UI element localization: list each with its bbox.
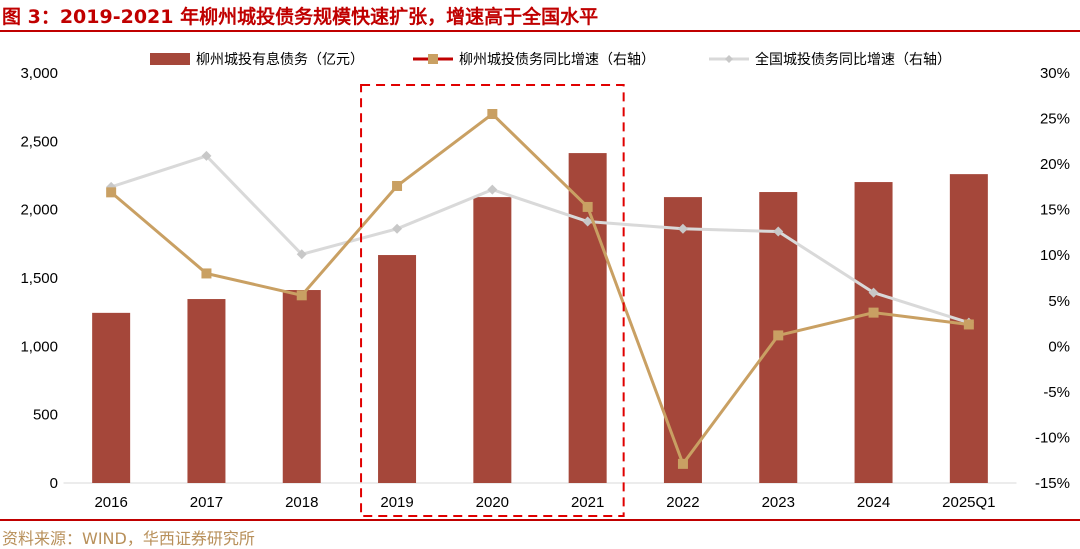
legend-swatch-bar: [150, 53, 190, 65]
data-point: [773, 226, 784, 237]
right-tick-label: 10%: [1040, 247, 1070, 264]
data-point: [868, 287, 879, 298]
source-note: 资料来源：WIND，华西证券研究所: [2, 529, 255, 548]
legend-swatch-marker: [428, 54, 438, 64]
right-tick-label: -10%: [1035, 429, 1070, 446]
right-tick-label: 15%: [1040, 202, 1070, 219]
data-point: [582, 201, 593, 212]
data-point: [296, 290, 307, 301]
bar: [854, 182, 893, 483]
x-tick-label: 2016: [94, 494, 127, 511]
x-tick-label: 2024: [857, 494, 890, 511]
bar: [378, 255, 417, 483]
data-point: [677, 223, 688, 234]
data-point: [201, 150, 212, 161]
x-tick-label: 2025Q1: [942, 494, 995, 511]
bar: [663, 197, 702, 484]
data-point: [487, 109, 498, 119]
series-line: [110, 154, 970, 325]
series-line: [110, 112, 970, 467]
right-tick-label: 20%: [1040, 156, 1070, 173]
left-tick-label: 2,000: [20, 202, 58, 219]
left-tick-label: 0: [50, 475, 58, 492]
x-tick-label: 2022: [666, 494, 699, 511]
bar: [92, 312, 131, 483]
data-point: [582, 216, 593, 227]
data-point: [963, 319, 974, 330]
title-divider: [0, 30, 1080, 32]
highlight-box: [360, 84, 625, 517]
left-tick-label: 500: [33, 407, 58, 424]
bar: [473, 197, 512, 484]
data-point: [392, 223, 403, 234]
bar: [282, 290, 321, 483]
left-tick-label: 1,500: [20, 270, 58, 287]
legend-label: 柳州城投有息债务（亿元）: [196, 51, 364, 68]
legend-label: 柳州城投债务同比增速（右轴）: [459, 51, 655, 68]
data-point: [201, 268, 212, 279]
left-tick-label: 1,000: [20, 338, 58, 355]
left-tick-label: 2,500: [20, 133, 58, 150]
data-point: [868, 307, 879, 318]
x-tick-label: 2017: [190, 494, 223, 511]
legend-swatch-marker: [725, 55, 733, 63]
x-tick-label: 2021: [571, 494, 604, 511]
x-tick-label: 2018: [285, 494, 318, 511]
right-tick-label: 30%: [1040, 65, 1070, 82]
x-tick-label: 2019: [380, 494, 413, 511]
right-tick-label: -5%: [1043, 384, 1070, 401]
left-tick-label: 3,000: [20, 65, 58, 82]
data-point: [487, 184, 498, 195]
data-point: [677, 458, 688, 469]
right-tick-label: 25%: [1040, 111, 1070, 128]
right-tick-label: -15%: [1035, 475, 1070, 492]
bottom-divider: [0, 519, 1080, 521]
right-tick-label: 0%: [1048, 338, 1070, 355]
data-point: [392, 180, 403, 191]
bar: [187, 299, 226, 483]
data-point: [296, 249, 307, 260]
legend-label: 全国城投债务同比增速（右轴）: [755, 51, 951, 68]
data-point: [773, 330, 784, 341]
data-point: [106, 187, 117, 198]
x-tick-label: 2020: [476, 494, 509, 511]
right-tick-label: 5%: [1048, 293, 1070, 310]
chart-title: 图 3：2019-2021 年柳州城投债务规模快速扩张，增速高于全国水平: [2, 6, 599, 28]
x-tick-label: 2023: [762, 494, 795, 511]
